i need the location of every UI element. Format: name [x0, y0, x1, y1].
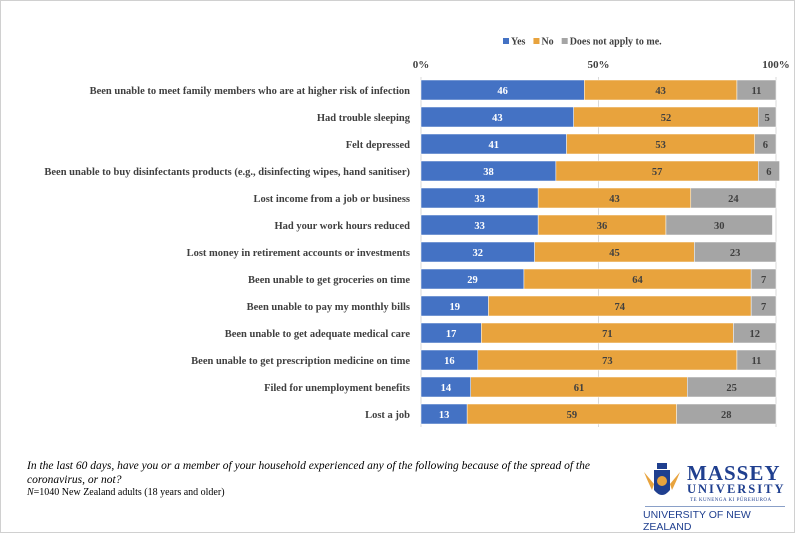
x-tick-label: 50% [588, 59, 610, 71]
bar-does [736, 349, 777, 371]
legend-label: Yes [511, 37, 526, 48]
data-label: 33 [474, 221, 485, 232]
legend-swatch-no [533, 38, 540, 44]
legend-swatch-yes [503, 38, 509, 44]
logo-tagline: UNIVERSITY OF NEW ZEALAND [643, 509, 751, 533]
bar-does [694, 241, 777, 263]
legend-label: Does not apply to me. [570, 37, 662, 48]
data-label: 30 [714, 221, 725, 232]
data-label: 28 [721, 410, 732, 421]
data-label: 29 [467, 275, 478, 286]
data-label: 53 [655, 140, 666, 151]
category-label: Been unable to get adequate medical care [225, 329, 411, 340]
data-label: 73 [602, 356, 613, 367]
x-tick-label: 0% [413, 59, 430, 71]
category-label: Lost money in retirement accounts or inv… [187, 248, 410, 259]
bar-does [733, 322, 777, 344]
bar-does [687, 376, 777, 398]
data-label: 36 [597, 221, 608, 232]
data-label: 45 [609, 248, 620, 259]
data-label: 11 [752, 86, 762, 97]
logo-divider [645, 506, 785, 507]
logo-name: MASSEY [687, 461, 781, 485]
data-label: 7 [761, 302, 766, 313]
logo-university: UNIVERSITY [687, 482, 786, 496]
crest-icon [644, 463, 680, 495]
data-label: 59 [567, 410, 578, 421]
data-label: 57 [652, 167, 663, 178]
data-label: 11 [752, 356, 762, 367]
data-label: 41 [489, 140, 500, 151]
category-label: Had trouble sleeping [317, 113, 411, 124]
category-label: Been unable to get prescription medicine… [191, 356, 410, 367]
massey-logo: MASSEY UNIVERSITY TE KUNENGA KI PŪREHURO… [640, 461, 786, 533]
bar-does [676, 403, 777, 425]
data-label: 71 [602, 329, 613, 340]
data-label: 25 [726, 383, 737, 394]
category-label: Been unable to meet family members who a… [90, 86, 411, 97]
bar-does [758, 106, 777, 128]
data-label: 33 [474, 194, 485, 205]
data-label: 5 [765, 113, 770, 124]
data-label: 14 [441, 383, 452, 394]
category-label: Been unable to get groceries on time [248, 275, 410, 286]
data-label: 43 [655, 86, 666, 97]
sample-n-label: N [27, 487, 34, 498]
bar-does [665, 214, 773, 236]
category-label: Filed for unemployment benefits [264, 383, 410, 394]
data-label: 52 [661, 113, 672, 124]
bar-does [736, 79, 777, 101]
data-label: 38 [483, 167, 494, 178]
data-label: 43 [609, 194, 620, 205]
data-label: 6 [766, 167, 771, 178]
data-label: 12 [749, 329, 760, 340]
data-label: 43 [492, 113, 503, 124]
sample-size: N=1040 New Zealand adults (18 years and … [27, 487, 225, 498]
data-label: 7 [761, 275, 766, 286]
data-label: 32 [473, 248, 484, 259]
legend-label: No [541, 37, 553, 48]
logo-maori-name: TE KUNENGA KI PŪREHUROA [690, 498, 772, 503]
data-label: 6 [763, 140, 768, 151]
data-label: 13 [439, 410, 450, 421]
data-label: 17 [446, 329, 457, 340]
bar-does [750, 295, 777, 317]
data-label: 19 [449, 302, 460, 313]
bar-does [690, 187, 777, 209]
data-label: 24 [728, 194, 739, 205]
category-label: Had your work hours reduced [274, 221, 410, 232]
x-tick-label: 100% [762, 59, 790, 71]
category-label: Been unable to buy disinfectants product… [44, 167, 410, 178]
survey-question: In the last 60 days, have you or a membe… [27, 460, 590, 486]
data-label: 23 [730, 248, 741, 259]
legend-swatch-does [561, 38, 568, 44]
bar-does [750, 268, 777, 290]
category-label: Been unable to pay my monthly bills [247, 302, 410, 313]
category-label: Lost a job [365, 410, 410, 421]
category-label: Lost income from a job or business [253, 194, 410, 205]
data-label: 64 [632, 275, 643, 286]
sample-description: =1040 New Zealand adults (18 years and o… [33, 487, 225, 498]
data-label: 61 [574, 383, 585, 394]
data-label: 46 [497, 86, 508, 97]
bar-does [758, 160, 780, 182]
bar-does [754, 133, 777, 155]
data-label: 16 [444, 356, 455, 367]
data-label: 74 [615, 302, 626, 313]
category-label: Felt depressed [346, 140, 410, 151]
